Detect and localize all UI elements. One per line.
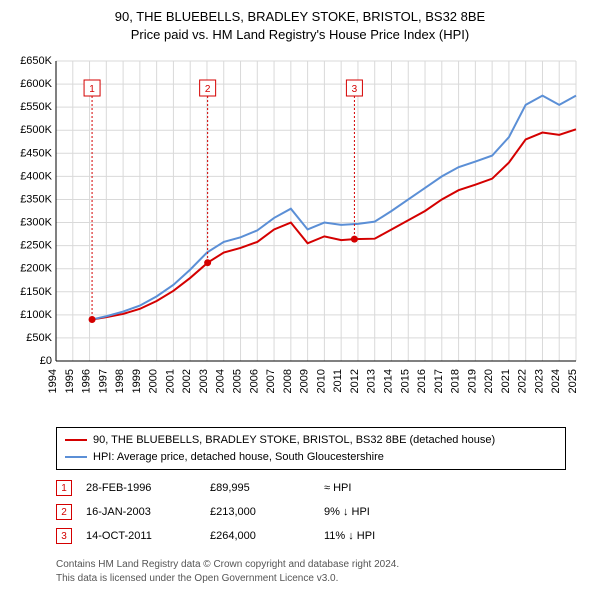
svg-text:£450K: £450K <box>20 147 52 159</box>
svg-text:2020: 2020 <box>483 369 495 393</box>
svg-text:2: 2 <box>205 84 211 95</box>
svg-text:2009: 2009 <box>299 369 311 393</box>
svg-text:2025: 2025 <box>567 369 579 393</box>
svg-text:£100K: £100K <box>20 309 52 321</box>
event-diff: 9% ↓ HPI <box>324 506 444 518</box>
svg-text:3: 3 <box>352 84 358 95</box>
svg-text:£550K: £550K <box>20 101 52 113</box>
svg-text:2013: 2013 <box>366 369 378 393</box>
svg-text:2022: 2022 <box>517 369 529 393</box>
chart-title-block: 90, THE BLUEBELLS, BRADLEY STOKE, BRISTO… <box>10 8 590 43</box>
legend-label-price: 90, THE BLUEBELLS, BRADLEY STOKE, BRISTO… <box>93 432 495 449</box>
event-badge: 2 <box>56 504 72 520</box>
svg-text:£50K: £50K <box>26 332 52 344</box>
svg-text:2002: 2002 <box>181 369 193 393</box>
legend-swatch-price <box>65 439 87 441</box>
svg-text:2011: 2011 <box>332 369 344 393</box>
event-date: 28-FEB-1996 <box>86 482 196 494</box>
svg-text:£250K: £250K <box>20 240 52 252</box>
svg-text:1998: 1998 <box>114 369 126 393</box>
event-diff: 11% ↓ HPI <box>324 530 444 542</box>
svg-text:£600K: £600K <box>20 78 52 90</box>
event-list: 1 28-FEB-1996 £89,995 ≈ HPI 2 16-JAN-2003 £213… <box>56 476 588 548</box>
event-price: £213,000 <box>210 506 310 518</box>
footer-line-2: This data is licensed under the Open Gov… <box>56 572 588 586</box>
event-badge: 3 <box>56 528 72 544</box>
svg-text:£300K: £300K <box>20 217 52 229</box>
svg-text:£0: £0 <box>40 355 52 367</box>
event-price: £264,000 <box>210 530 310 542</box>
svg-text:2014: 2014 <box>382 369 394 393</box>
svg-text:£350K: £350K <box>20 194 52 206</box>
svg-text:2024: 2024 <box>550 369 562 393</box>
svg-text:2023: 2023 <box>533 369 545 393</box>
svg-text:2012: 2012 <box>349 369 361 393</box>
svg-text:1997: 1997 <box>97 369 109 393</box>
footer-attribution: Contains HM Land Registry data © Crown c… <box>56 558 588 585</box>
svg-text:2007: 2007 <box>265 369 277 393</box>
legend-swatch-hpi <box>65 456 87 458</box>
event-row: 2 16-JAN-2003 £213,000 9% ↓ HPI <box>56 500 588 524</box>
event-price: £89,995 <box>210 482 310 494</box>
title-line-1: 90, THE BLUEBELLS, BRADLEY STOKE, BRISTO… <box>10 8 590 26</box>
svg-text:1995: 1995 <box>64 369 76 393</box>
svg-text:1994: 1994 <box>47 369 59 393</box>
svg-text:1: 1 <box>89 84 95 95</box>
svg-text:2021: 2021 <box>500 369 512 393</box>
svg-text:£150K: £150K <box>20 286 52 298</box>
svg-text:2000: 2000 <box>148 369 160 393</box>
svg-text:1999: 1999 <box>131 369 143 393</box>
event-row: 1 28-FEB-1996 £89,995 ≈ HPI <box>56 476 588 500</box>
svg-text:2004: 2004 <box>215 369 227 393</box>
legend: 90, THE BLUEBELLS, BRADLEY STOKE, BRISTO… <box>56 427 566 470</box>
price-chart: £0 £50K £100K £150K £200K £250K £300K £350K £400… <box>10 51 590 421</box>
footer-line-1: Contains HM Land Registry data © Crown c… <box>56 558 588 572</box>
svg-text:2018: 2018 <box>450 369 462 393</box>
svg-text:2010: 2010 <box>315 369 327 393</box>
legend-label-hpi: HPI: Average price, detached house, Sout… <box>93 449 384 466</box>
svg-text:2006: 2006 <box>248 369 260 393</box>
legend-series-hpi: HPI: Average price, detached house, Sout… <box>65 449 557 466</box>
title-line-2: Price paid vs. HM Land Registry's House … <box>10 26 590 44</box>
svg-text:£400K: £400K <box>20 170 52 182</box>
event-diff: ≈ HPI <box>324 482 444 494</box>
svg-text:2001: 2001 <box>164 369 176 393</box>
event-row: 3 14-OCT-2011 £264,000 11% ↓ HPI <box>56 524 588 548</box>
event-date: 14-OCT-2011 <box>86 530 196 542</box>
svg-text:£650K: £650K <box>20 55 52 67</box>
event-date: 16-JAN-2003 <box>86 506 196 518</box>
svg-text:2015: 2015 <box>399 369 411 393</box>
svg-text:1996: 1996 <box>81 369 93 393</box>
legend-series-price: 90, THE BLUEBELLS, BRADLEY STOKE, BRISTO… <box>65 432 557 449</box>
svg-text:2019: 2019 <box>466 369 478 393</box>
svg-text:2003: 2003 <box>198 369 210 393</box>
svg-text:2017: 2017 <box>433 369 445 393</box>
svg-text:2008: 2008 <box>282 369 294 393</box>
svg-text:£200K: £200K <box>20 263 52 275</box>
event-badge: 1 <box>56 480 72 496</box>
svg-text:2005: 2005 <box>232 369 244 393</box>
svg-text:£500K: £500K <box>20 124 52 136</box>
svg-text:2016: 2016 <box>416 369 428 393</box>
